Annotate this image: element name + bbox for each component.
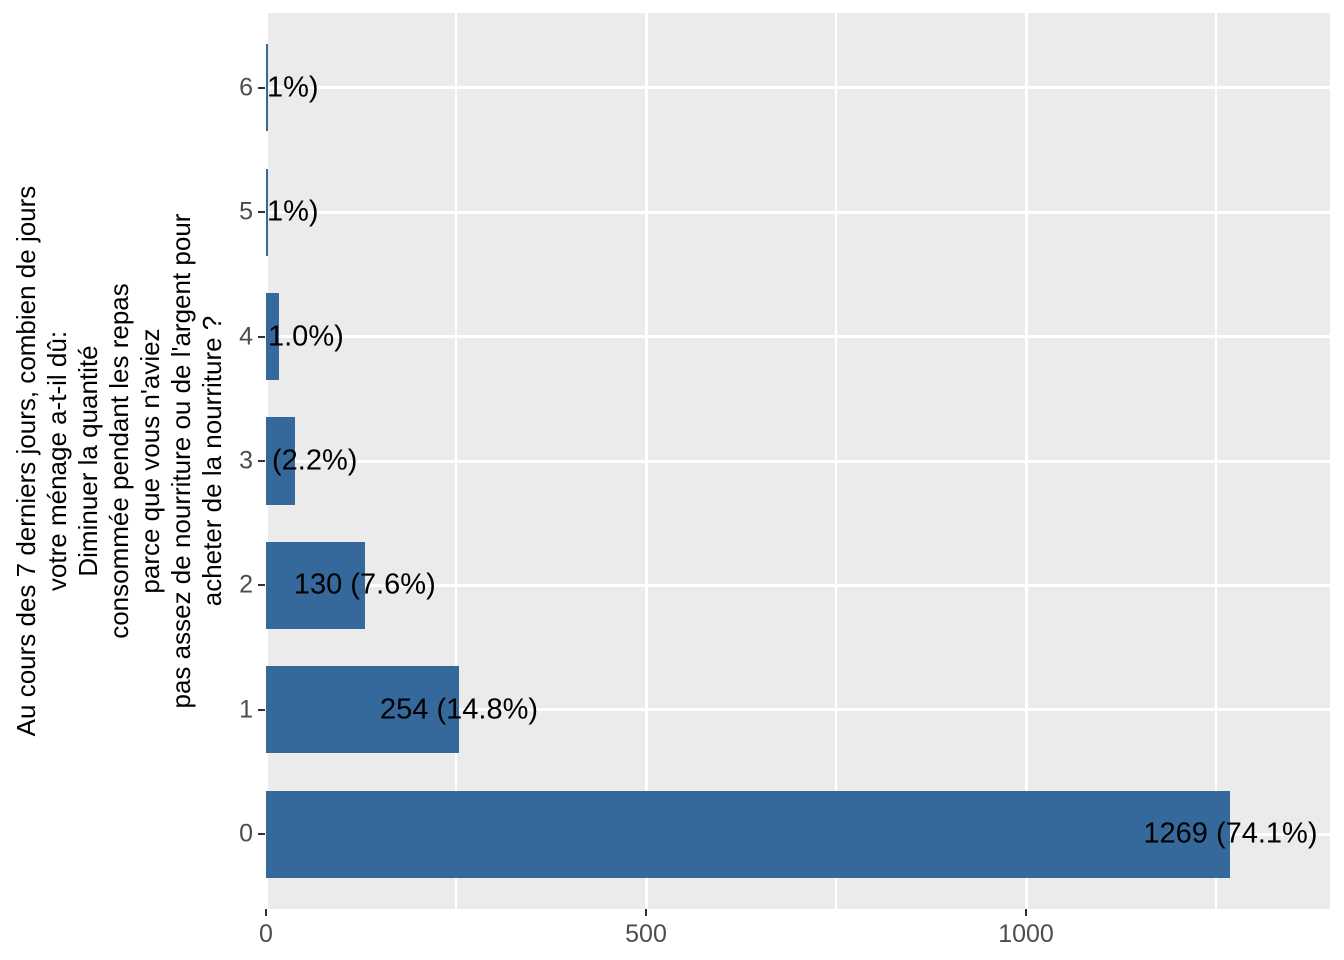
y-axis-tick: [258, 460, 265, 462]
y-axis-tick-label: 1: [239, 695, 253, 724]
y-axis-title-line: Au cours des 7 derniers jours, combien d…: [11, 185, 41, 737]
gridline-major-horizontal: [266, 210, 1330, 214]
bar-category-0: [266, 790, 1231, 878]
y-axis-tick: [258, 86, 265, 89]
y-axis-title-line: parce que vous n'aviez: [135, 328, 165, 594]
y-axis-tick-label: 4: [239, 322, 253, 351]
y-axis-title: Au cours des 7 derniers jours, combien d…: [11, 13, 235, 909]
gridline-major-horizontal: [266, 459, 1330, 463]
bar-category-5: [266, 168, 269, 256]
gridline-minor-vertical: [455, 13, 457, 909]
plot-panel: 1269 (74.1%) 254 (14.8%) 130 (7.6%) (2.2%) 1…: [266, 13, 1330, 909]
x-axis-tick-label: 500: [625, 920, 667, 948]
x-axis-tick: [265, 909, 267, 916]
y-axis-title-line: Diminuer la quantité: [73, 345, 103, 577]
bar-category-2: [266, 541, 365, 629]
gridline-minor-vertical: [835, 13, 837, 909]
bar-value-label: (2.2%): [272, 444, 358, 477]
gridline-major-horizontal: [266, 583, 1330, 587]
y-axis-title-line: pas assez de nourriture ou de l'argent p…: [166, 213, 196, 709]
x-axis-tick-label: 1000: [998, 920, 1054, 948]
x-axis-tick: [645, 909, 647, 916]
bar-category-6: [266, 44, 268, 132]
bar-category-3: [266, 417, 295, 505]
y-axis-tick-label: 0: [239, 819, 253, 848]
gridline-major-horizontal: [266, 86, 1330, 90]
y-axis-tick: [258, 584, 265, 587]
x-axis-tick: [1025, 909, 1027, 916]
y-axis-title-line: consommée pendant les repas: [104, 283, 134, 639]
y-axis-tick: [258, 708, 265, 711]
gridline-major-horizontal: [266, 708, 1330, 712]
y-axis-tick-label: 3: [239, 446, 253, 475]
bar-value-label: 254 (14.8%): [380, 693, 539, 726]
gridline-minor-vertical: [1215, 13, 1217, 909]
y-axis-tick-label: 6: [239, 73, 253, 102]
y-axis-tick: [258, 211, 265, 214]
y-axis-tick-label: 5: [239, 197, 253, 226]
gridline-major-vertical: [1024, 13, 1028, 909]
y-axis-tick: [258, 833, 265, 836]
bar-value-label: 1%): [267, 195, 319, 228]
y-axis-tick: [258, 335, 265, 338]
bar-value-label: 130 (7.6%): [293, 568, 436, 601]
bar-category-1: [266, 666, 460, 754]
x-axis-tick-label: 0: [259, 920, 273, 948]
y-axis-title-line: votre ménage a-t-il dû:: [42, 330, 72, 592]
bar-value-label: 1269 (74.1%): [1143, 817, 1318, 850]
gridline-major-horizontal: [266, 335, 1330, 339]
gridline-major-vertical: [644, 13, 648, 909]
bar-value-label: 1.0%): [268, 320, 344, 353]
bar-category-4: [266, 293, 279, 381]
y-axis-tick-label: 2: [239, 570, 253, 599]
bar-value-label: 1%): [267, 71, 319, 104]
